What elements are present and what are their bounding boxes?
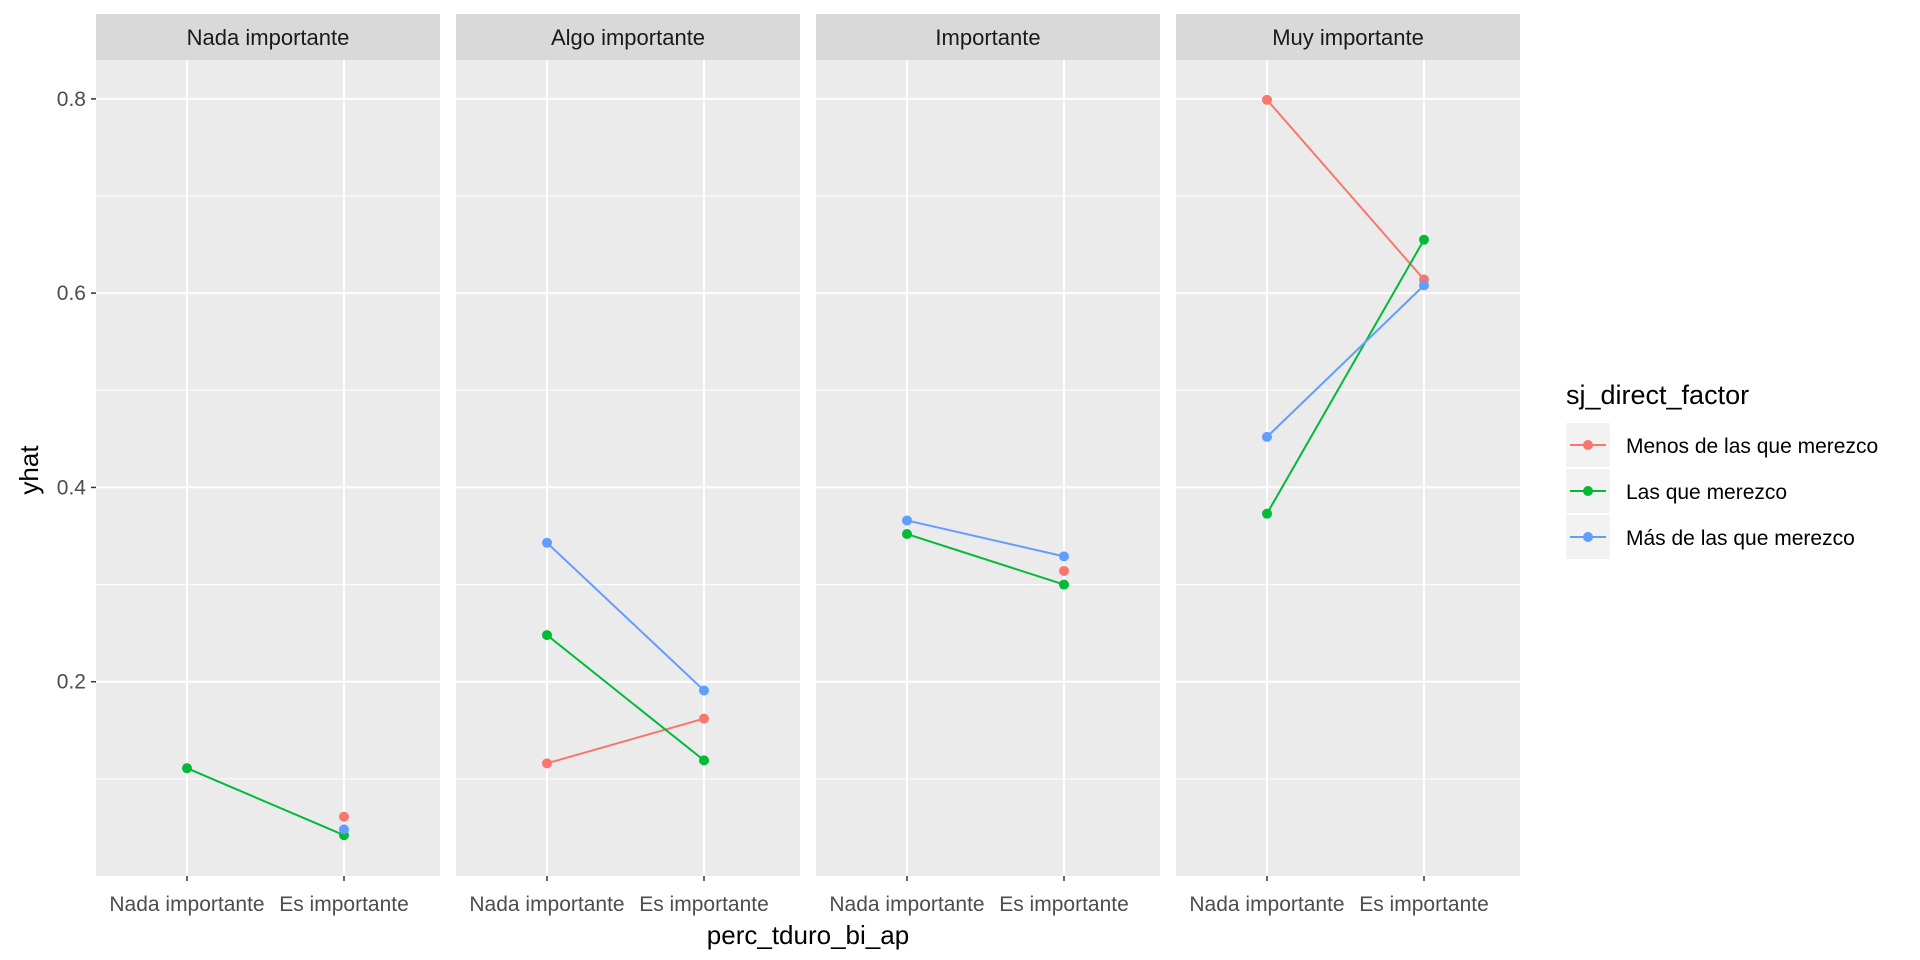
facet-strip-label: Nada importante <box>187 25 350 50</box>
y-tick-label: 0.4 <box>57 476 87 499</box>
data-point <box>1262 508 1272 519</box>
data-point <box>542 537 552 548</box>
series-line <box>906 519 1065 558</box>
data-point <box>339 824 349 835</box>
series-line <box>546 634 705 762</box>
panel-background <box>1176 60 1520 876</box>
y-tick-label: 0.6 <box>57 282 86 305</box>
legend-label: Menos de las que merezco <box>1626 435 1878 458</box>
facet-strip <box>816 14 1160 60</box>
facet-strip <box>456 14 800 60</box>
series-line <box>1266 284 1425 438</box>
data-point <box>699 755 709 766</box>
legend-key-point <box>1583 440 1593 450</box>
legend: sj_direct_factor Menos de las que merezco… <box>1566 380 1878 559</box>
x-tick-label: Es importante <box>639 893 769 916</box>
series-line <box>1266 239 1425 515</box>
facet-panel-3: Importante Nada importante Es importante <box>816 14 1160 916</box>
data-point <box>542 630 552 641</box>
x-tick-label: Nada importante <box>829 893 984 916</box>
facet-strip-label: Muy importante <box>1272 25 1424 50</box>
data-point <box>542 758 552 769</box>
data-point <box>902 529 912 540</box>
facet-panel-4: Muy importante Nada importante Es importan… <box>1176 14 1520 916</box>
series-line <box>186 767 345 837</box>
x-tick-label: Es importante <box>999 893 1129 916</box>
legend-title: sj_direct_factor <box>1566 380 1749 410</box>
data-point <box>182 763 192 774</box>
facet-panel-2: Algo importante Nada importante Es importa… <box>456 14 800 916</box>
x-tick-label: Es importante <box>1359 893 1489 916</box>
panel-background <box>456 60 800 876</box>
panel-background <box>96 60 440 876</box>
data-point <box>1059 565 1069 576</box>
facet-strip <box>96 14 440 60</box>
x-axis-title: perc_tduro_bi_ap <box>707 920 909 950</box>
panel-background <box>816 60 1160 876</box>
data-point <box>699 713 709 724</box>
y-tick-label: 0.2 <box>57 671 86 694</box>
data-point <box>1262 431 1272 442</box>
x-tick-label: Nada importante <box>1189 893 1344 916</box>
y-tick-label: 0.8 <box>57 88 86 111</box>
facet-strip <box>1176 14 1520 60</box>
data-point <box>1059 551 1069 562</box>
data-point <box>1262 94 1272 105</box>
data-point <box>699 685 709 696</box>
x-tick-label: Es importante <box>279 893 409 916</box>
facet-strip-label: Algo importante <box>551 25 705 50</box>
series-line <box>906 533 1065 586</box>
facet-strip-label: Importante <box>935 25 1040 50</box>
facet-panel-1: Nada importante Nada importante Es importa… <box>96 14 440 916</box>
x-tick-label: Nada importante <box>469 893 624 916</box>
data-point <box>339 811 349 822</box>
data-point <box>902 515 912 526</box>
data-point <box>1059 579 1069 590</box>
data-point <box>1419 234 1429 245</box>
legend-label: Las que merezco <box>1626 481 1787 504</box>
legend-label: Más de las que merezco <box>1626 527 1855 550</box>
y-axis-title: yhat <box>14 445 44 495</box>
data-point <box>1419 280 1429 291</box>
series-line <box>1266 99 1425 281</box>
series-line <box>546 717 705 765</box>
legend-key-point <box>1583 486 1593 496</box>
x-tick-label: Nada importante <box>109 893 264 916</box>
series-line <box>546 542 705 692</box>
legend-key-point <box>1583 532 1593 542</box>
